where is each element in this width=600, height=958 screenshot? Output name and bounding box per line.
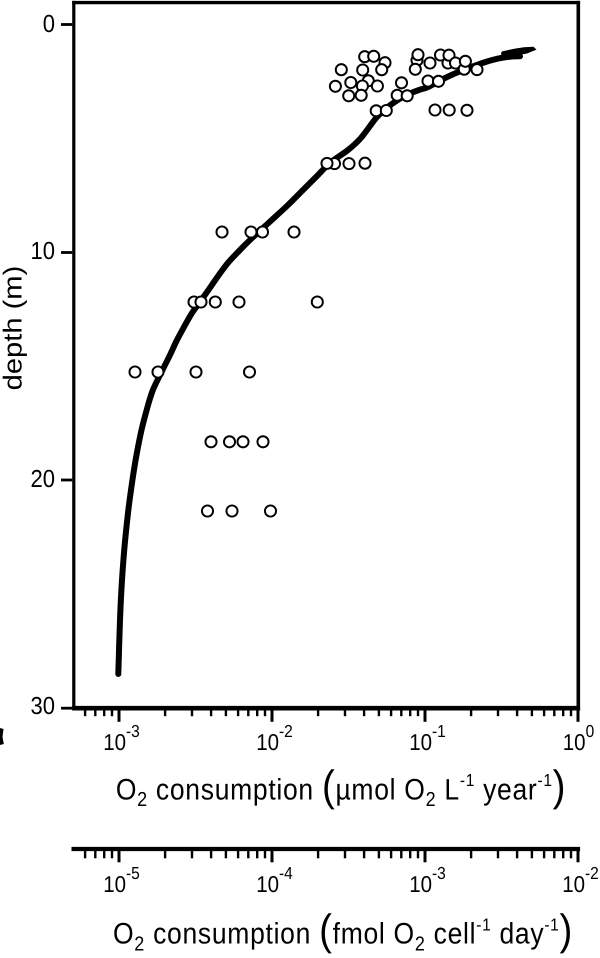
svg-text:10: 10	[31, 237, 55, 265]
svg-text:30: 30	[31, 692, 55, 720]
svg-text:depth (m): depth (m)	[0, 266, 28, 391]
svg-text:10-2: 10-2	[562, 864, 599, 897]
svg-text:0: 0	[43, 10, 55, 38]
svg-text:20: 20	[31, 465, 55, 493]
